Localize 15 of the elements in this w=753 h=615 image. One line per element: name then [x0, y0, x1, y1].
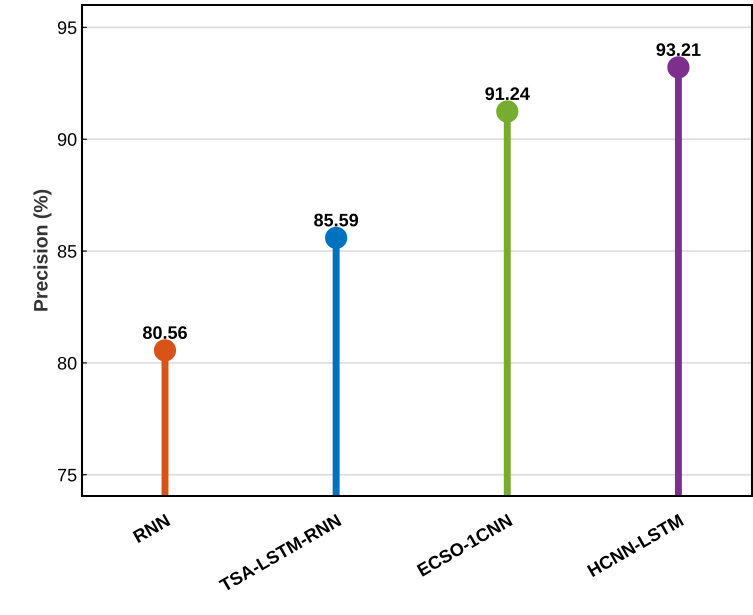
y-axis-title: Precision (%): [33, 190, 52, 311]
y-tick-label: 80: [58, 356, 76, 370]
data-label: 93.21: [656, 43, 700, 56]
point: [496, 100, 518, 123]
y-tick-label: 75: [58, 468, 76, 482]
y-tick-label: 90: [58, 133, 76, 146]
y-tick-label: 85: [58, 244, 76, 258]
data-label: 85.59: [314, 214, 358, 226]
x-tick-label: RNN: [132, 514, 170, 543]
y-tick-label: 95: [58, 21, 76, 34]
data-label: 91.24: [485, 87, 530, 100]
point: [667, 56, 690, 79]
point: [154, 339, 176, 362]
data-label: 80.56: [142, 326, 187, 339]
point: [325, 226, 348, 249]
